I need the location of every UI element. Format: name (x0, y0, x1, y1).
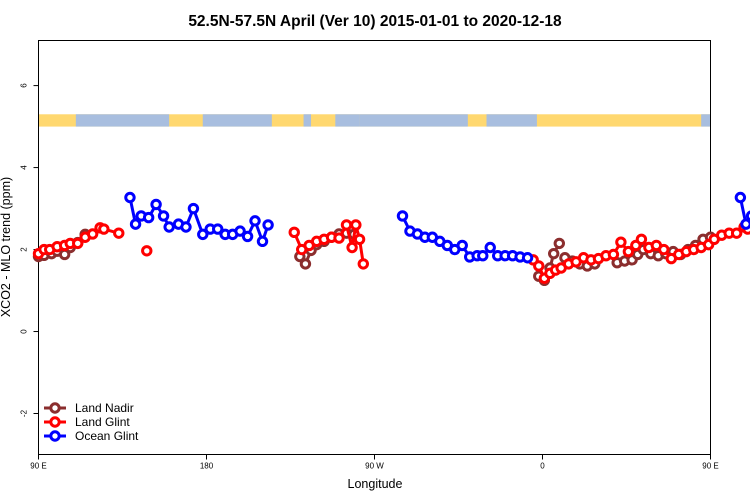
data-point (129, 218, 142, 230)
mask-band-ocean (303, 114, 312, 127)
data-point (658, 243, 670, 256)
legend-label-land-glint: Land Glint (75, 415, 130, 429)
series-layer (32, 191, 750, 286)
data-point (357, 258, 369, 270)
data-point (113, 227, 125, 239)
x-tick-label: 90 W (365, 462, 384, 471)
data-point (288, 226, 300, 239)
data-point (180, 221, 192, 233)
data-point (396, 210, 409, 222)
data-point (249, 215, 261, 227)
legend-marker-land-glint (49, 416, 61, 428)
data-point (533, 260, 545, 272)
y-tick-label: 6 (20, 83, 29, 88)
data-point (212, 223, 224, 235)
y-tick-label: 2 (20, 247, 29, 252)
data-point (256, 235, 269, 248)
data-point (157, 210, 170, 222)
series-land-glint (32, 219, 750, 284)
data-point (141, 245, 153, 257)
data-point (607, 248, 620, 261)
x-tick-label: 90 E (702, 462, 718, 471)
data-point (142, 211, 155, 224)
data-point (262, 219, 274, 231)
data-point (150, 198, 162, 211)
data-point (124, 191, 136, 204)
legend: Land Nadir Land Glint Ocean Glint (44, 401, 139, 443)
legend-label-ocean-glint: Ocean Glint (75, 429, 139, 443)
x-tick-label: 180 (200, 462, 214, 471)
data-point (340, 219, 353, 231)
y-axis-label: XCO2 - MLO trend (ppm) (0, 177, 13, 317)
data-point (622, 245, 635, 258)
y-axis: -2 0 2 4 6 (20, 83, 39, 417)
mask-band-ocean (701, 114, 711, 127)
mask-band-ocean (359, 114, 468, 127)
y-tick-label: 0 (20, 329, 29, 334)
land-ocean-mask-band (38, 114, 711, 127)
data-point (745, 210, 750, 222)
data-point (346, 241, 358, 254)
x-axis-label: Longitude (348, 477, 403, 491)
data-point (548, 247, 560, 260)
x-tick-label: 0 (540, 462, 545, 471)
mask-band-ocean (202, 114, 272, 127)
data-point (521, 252, 534, 264)
data-point (234, 225, 246, 237)
data-point (353, 233, 366, 246)
mask-band-ocean (486, 114, 537, 127)
data-point (241, 230, 254, 243)
data-point (72, 237, 84, 250)
data-point (734, 191, 747, 204)
mask-band-ocean (75, 114, 170, 127)
data-point (615, 236, 627, 248)
x-tick-label: 90 E (30, 462, 46, 471)
data-point (98, 223, 110, 235)
series-ocean-glint (124, 191, 750, 264)
data-point (456, 239, 468, 252)
y-tick-label: 4 (20, 165, 29, 170)
x-axis: 90 E 180 90 W 0 90 E (30, 454, 719, 471)
data-point (299, 258, 312, 270)
data-point (477, 249, 489, 262)
data-point (635, 233, 648, 246)
legend-label-land-nadir: Land Nadir (75, 401, 134, 415)
data-point (163, 221, 175, 233)
chart-title: 52.5N-57.5N April (Ver 10) 2015-01-01 to… (188, 13, 562, 30)
data-point (86, 228, 99, 240)
legend-marker-land-nadir (49, 402, 61, 414)
data-point (350, 219, 362, 231)
data-point (187, 202, 200, 215)
data-point (730, 227, 743, 239)
y-tick-label: -2 (20, 409, 29, 417)
data-point (197, 228, 209, 241)
legend-marker-ocean-glint (49, 430, 61, 442)
mask-band-ocean (335, 114, 360, 127)
data-point (553, 237, 565, 250)
data-point (484, 241, 496, 254)
data-point (740, 218, 750, 230)
data-point (333, 232, 345, 244)
